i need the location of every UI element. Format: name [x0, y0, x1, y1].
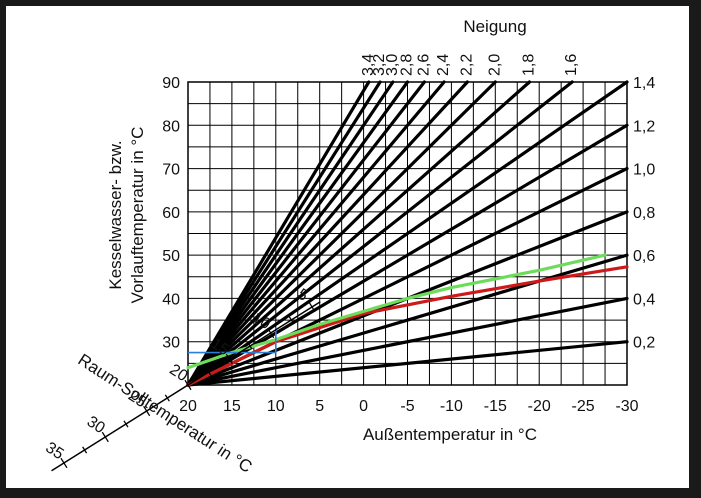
slope-label-top: 3,4 — [360, 54, 377, 76]
highlight-curve-red — [186, 265, 629, 387]
y-tick-label: 60 — [162, 205, 180, 222]
x-tick-label: -25 — [572, 398, 595, 415]
x-tick-label: 0 — [359, 398, 368, 415]
x-tick-label: -10 — [440, 398, 463, 415]
heating-curve-line — [186, 80, 532, 387]
slope-label-top: 1,6 — [563, 54, 580, 76]
room-axis-line — [51, 301, 321, 472]
room-axis-tick — [225, 353, 233, 365]
slope-label-top: 1,8 — [520, 54, 537, 76]
heating-curve-line — [186, 80, 382, 387]
highlight-curves — [186, 253, 629, 387]
slope-label-top: 2,8 — [399, 54, 416, 76]
slope-label-right: 1,0 — [633, 162, 655, 179]
slope-label-top: 2,4 — [435, 54, 452, 76]
heating-curve-line — [186, 123, 629, 387]
room-axis-tick — [267, 327, 275, 339]
room-axis-tick — [82, 446, 88, 454]
x-axis-label: Außentemperatur in °C — [363, 425, 537, 444]
slope-label-right: 0,8 — [633, 205, 655, 222]
room-axis-tick — [143, 405, 151, 417]
slope-label-right: 0,6 — [633, 248, 655, 265]
y-axis-label-line2: Vorlauftemperatur in °C — [128, 127, 147, 304]
y-tick-label: 80 — [162, 118, 180, 135]
heating-curve-line — [186, 80, 426, 387]
slope-label-right: 0,4 — [633, 291, 655, 308]
x-tick-label: -20 — [528, 398, 551, 415]
heating-curve-line — [186, 296, 629, 387]
y-tick-label: 50 — [162, 248, 180, 265]
slope-label-right: 1,4 — [633, 75, 655, 92]
example-path — [188, 328, 277, 354]
x-tick-label: 20 — [179, 398, 197, 415]
x-tick-label: -30 — [615, 398, 638, 415]
slope-label-top: 3,2 — [371, 54, 388, 76]
x-tick-label: -5 — [400, 398, 414, 415]
room-axis-tick — [247, 342, 253, 350]
top-label: Neigung — [463, 17, 526, 36]
x-tick-label: -15 — [484, 398, 507, 415]
slope-label-top: 2,6 — [415, 54, 432, 76]
heating-curves: 3,43,23,02,8 2,6 2,4 2,2 2,0 1,8 1,6 1,4 1,2 1,0 0… — [186, 54, 655, 387]
heating-curve-line — [186, 80, 629, 387]
slope-label-right: 1,2 — [633, 118, 655, 135]
heating-curve-line — [186, 80, 410, 387]
heating-curve-line — [186, 80, 446, 387]
room-axis-tick — [164, 394, 170, 402]
y-tick-label: 40 — [162, 291, 180, 308]
room-axis-tick — [308, 301, 316, 313]
y-axis-label-line1: Kesselwasser- bzw. — [106, 140, 125, 289]
slope-label-top: 3,0 — [384, 54, 401, 76]
room-axis-tick — [123, 420, 129, 428]
heating-curve-line — [186, 80, 395, 387]
slope-label-top: 2,2 — [458, 54, 475, 76]
x-tick-label: 10 — [267, 398, 285, 415]
heating-curve-line — [186, 253, 629, 387]
room-axis-tick — [288, 316, 294, 324]
heating-curve-line — [186, 80, 497, 387]
y-tick-label: 30 — [162, 335, 180, 352]
y-tick-label: 90 — [162, 75, 180, 92]
heating-curve-line — [186, 80, 574, 387]
chart-background — [6, 6, 689, 488]
room-axis-tick — [101, 431, 109, 443]
x-tick-label: 5 — [315, 398, 324, 415]
room-axis-tick — [206, 368, 212, 376]
room-axis-tick — [60, 457, 68, 469]
x-tick-label: 15 — [223, 398, 241, 415]
highlight-curve-green — [186, 253, 607, 370]
slope-label-top: 2,0 — [486, 54, 503, 76]
slope-label-right: 0,2 — [633, 335, 655, 352]
heating-curve-line — [186, 80, 469, 387]
heating-curve-line — [186, 340, 629, 387]
room-axis-tick — [184, 379, 192, 391]
y-tick-label: 70 — [162, 162, 180, 179]
